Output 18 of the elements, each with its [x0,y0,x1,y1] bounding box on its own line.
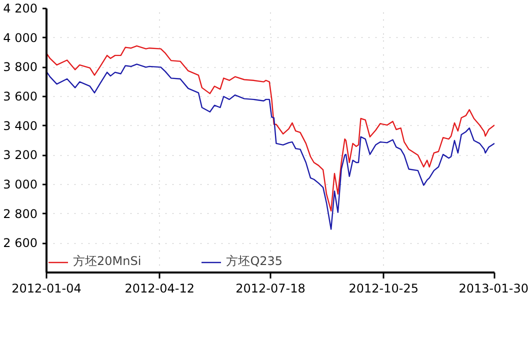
y-tick-label: 3 000 [3,178,38,192]
x-tick-label: 2012-10-25 [348,282,419,296]
legend-label: 方坯Q235 [226,253,283,270]
line-series [46,45,494,212]
x-tick-label: 2012-01-04 [12,282,82,296]
y-tick-label: 3 800 [3,60,38,74]
legend-label: 方坯20MnSi [73,253,142,270]
y-tick-label: 4 000 [3,30,38,45]
y-tick-label: 3 600 [3,90,38,104]
y-tick-label: 2 600 [3,236,38,250]
y-tick-label: 2 800 [3,206,38,221]
x-tick-label: 2013-01-30 [458,282,529,296]
line-series [46,64,494,230]
y-tick-label: 4 200 [3,2,38,16]
x-tick-label: 2012-04-12 [124,282,195,296]
x-tick-label: 2012-07-18 [236,282,306,296]
y-tick-label: 3 400 [3,118,38,133]
y-tick-label: 3 200 [3,148,38,162]
